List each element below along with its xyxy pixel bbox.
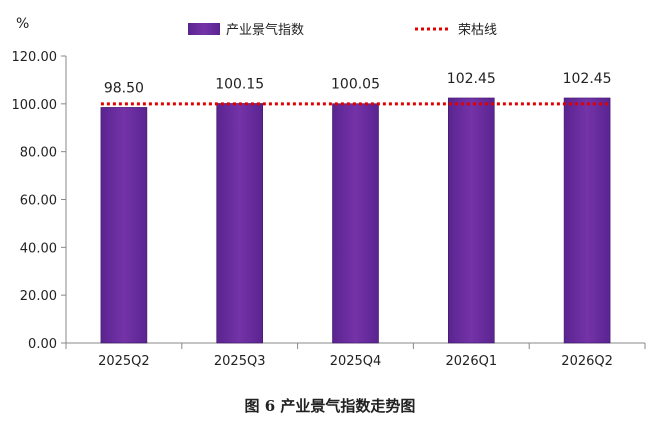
y-tick-label: 100.00 (12, 98, 58, 113)
y-tick-label: 120.00 (12, 50, 58, 65)
y-unit-label: % (16, 16, 29, 32)
data-label: 100.05 (331, 77, 380, 93)
data-label: 98.50 (104, 80, 144, 96)
x-tick-label: 2025Q2 (98, 354, 150, 369)
bar-2025Q3 (216, 103, 263, 344)
y-tick-label: 20.00 (20, 289, 57, 304)
bar-2026Q1 (447, 97, 495, 344)
bar-2026Q2 (563, 97, 611, 344)
y-tick-label: 80.00 (20, 146, 57, 161)
bar-2025Q4 (332, 103, 379, 344)
legend-label-line: 荣枯线 (458, 23, 497, 38)
y-tick-label: 0.00 (28, 337, 57, 352)
figure-caption: 图 6 产业景气指数走势图 (244, 397, 416, 415)
data-label: 102.45 (447, 71, 496, 87)
x-tick-label: 2025Q4 (330, 354, 382, 369)
data-label: 102.45 (563, 71, 612, 87)
y-tick-label: 60.00 (20, 194, 57, 209)
legend: 产业景气指数 荣枯线 (188, 22, 497, 38)
x-tick-label: 2025Q3 (214, 354, 266, 369)
data-label: 100.15 (215, 76, 264, 92)
legend-label-bar: 产业景气指数 (226, 22, 304, 38)
bar-2025Q2 (100, 107, 148, 344)
x-tick-label: 2026Q2 (561, 354, 613, 369)
chart: 产业景气指数 荣枯线 % 0.00 20.00 40.00 60.00 80.00 100… (12, 16, 646, 369)
legend-swatch-bar (188, 23, 220, 35)
x-tick-label: 2026Q1 (446, 354, 498, 369)
y-tick-label: 40.00 (20, 241, 57, 256)
